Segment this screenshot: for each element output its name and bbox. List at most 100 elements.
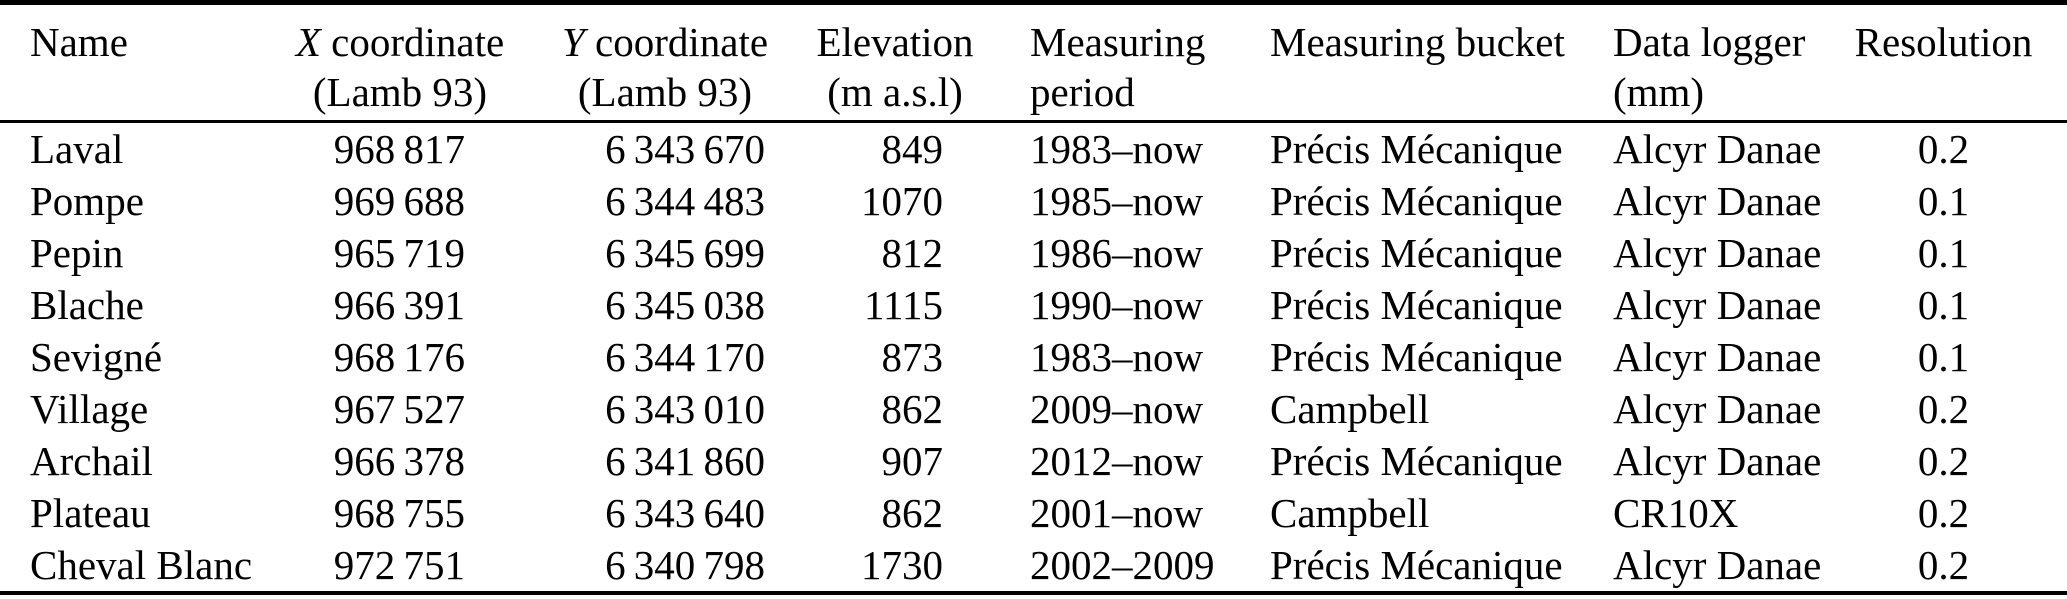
header-logger-label: Data logger — [1613, 19, 1806, 65]
cell-measuring-bucket: Précis Mécanique — [1270, 126, 1563, 172]
cell-name: Pompe — [30, 178, 144, 224]
column-header-y-coordinate: Y coordinate (Lamb 93) — [520, 2, 810, 123]
cell-x-coordinate: 966 391 — [333, 282, 465, 328]
table-row: Pompe 969 688 6 344 483 1070 1985–now Pr… — [0, 175, 2067, 227]
cell-resolution: 0.2 — [1917, 438, 1970, 484]
cell-y-coordinate: 6 343 670 — [605, 126, 765, 172]
column-header-data-logger: Data logger (mm) — [1590, 2, 1850, 123]
cell-measuring-period: 2009–now — [1030, 386, 1204, 432]
header-row: Name X coordinate (Lamb 93) Y coordinate… — [0, 2, 2067, 123]
column-header-measuring-bucket: Measuring bucket — [1245, 2, 1590, 123]
y-rest: coordinate — [584, 19, 769, 65]
cell-name: Blache — [30, 282, 144, 328]
cell-name: Village — [30, 386, 149, 432]
cell-name: Laval — [30, 126, 124, 172]
cell-x-coordinate: 968 176 — [333, 334, 465, 380]
cell-data-logger: Alcyr Danae — [1613, 178, 1822, 224]
header-elevation-unit: (m a.s.l) — [827, 69, 963, 115]
cell-measuring-bucket: Précis Mécanique — [1270, 178, 1563, 224]
cell-measuring-period: 1983–now — [1030, 126, 1204, 172]
cell-elevation: 812 — [881, 230, 944, 276]
cell-resolution: 0.1 — [1917, 178, 1970, 224]
cell-measuring-period: 1986–now — [1030, 230, 1204, 276]
cell-data-logger: Alcyr Danae — [1613, 334, 1822, 380]
cell-x-coordinate: 969 688 — [333, 178, 465, 224]
cell-name: Archail — [30, 438, 153, 484]
table-row: Pepin 965 719 6 345 699 812 1986–now Pré… — [0, 227, 2067, 279]
cell-data-logger: Alcyr Danae — [1613, 542, 1822, 588]
cell-measuring-period: 1990–now — [1030, 282, 1204, 328]
table-row: Cheval Blanc 972 751 6 340 798 1730 2002… — [0, 539, 2067, 593]
header-name-label: Name — [30, 19, 128, 65]
header-period-label1: Measuring — [1030, 19, 1206, 65]
cell-x-coordinate: 968 817 — [333, 126, 465, 172]
x-symbol: X — [295, 19, 321, 65]
cell-measuring-bucket: Précis Mécanique — [1270, 438, 1563, 484]
cell-y-coordinate: 6 340 798 — [605, 542, 765, 588]
cell-elevation: 1730 — [861, 542, 943, 588]
cell-data-logger: CR10X — [1613, 490, 1739, 536]
cell-measuring-period: 2002–2009 — [1030, 542, 1215, 588]
column-header-elevation: Elevation (m a.s.l) — [810, 2, 980, 123]
cell-measuring-period: 2001–now — [1030, 490, 1204, 536]
column-header-x-coordinate: X coordinate (Lamb 93) — [280, 2, 520, 123]
cell-measuring-bucket: Campbell — [1270, 386, 1430, 432]
cell-resolution: 0.2 — [1917, 126, 1970, 172]
cell-data-logger: Alcyr Danae — [1613, 282, 1822, 328]
cell-elevation: 862 — [881, 490, 944, 536]
cell-elevation: 1070 — [861, 178, 943, 224]
cell-y-coordinate: 6 343 010 — [605, 386, 765, 432]
table-row: Plateau 968 755 6 343 640 862 2001–now C… — [0, 487, 2067, 539]
table-row: Archail 966 378 6 341 860 907 2012–now P… — [0, 435, 2067, 487]
cell-y-coordinate: 6 343 640 — [605, 490, 765, 536]
cell-name: Pepin — [30, 230, 124, 276]
table-row: Village 967 527 6 343 010 862 2009–now C… — [0, 383, 2067, 435]
cell-elevation: 849 — [881, 126, 944, 172]
cell-y-coordinate: 6 341 860 — [605, 438, 765, 484]
cell-measuring-period: 1985–now — [1030, 178, 1204, 224]
cell-resolution: 0.2 — [1917, 386, 1970, 432]
header-y-label: Y coordinate — [520, 17, 810, 67]
table-row: Blache 966 391 6 345 038 1115 1990–now P… — [0, 279, 2067, 331]
cell-y-coordinate: 6 345 038 — [605, 282, 765, 328]
cell-resolution: 0.1 — [1917, 230, 1970, 276]
header-y-unit: (Lamb 93) — [577, 69, 753, 115]
cell-name: Cheval Blanc — [30, 542, 253, 588]
cell-resolution: 0.1 — [1917, 334, 1970, 380]
header-resolution-label: Resolution — [1854, 19, 2033, 65]
cell-measuring-bucket: Campbell — [1270, 490, 1430, 536]
cell-resolution: 0.2 — [1917, 490, 1970, 536]
cell-elevation: 1115 — [864, 282, 943, 328]
table-header: Name X coordinate (Lamb 93) Y coordinate… — [0, 2, 2067, 123]
table-row: Laval 968 817 6 343 670 849 1983–now Pré… — [0, 122, 2067, 176]
cell-name: Sevigné — [30, 334, 163, 380]
x-rest: coordinate — [320, 19, 505, 65]
table-body: Laval 968 817 6 343 670 849 1983–now Pré… — [0, 122, 2067, 594]
cell-x-coordinate: 966 378 — [333, 438, 465, 484]
cell-data-logger: Alcyr Danae — [1613, 230, 1822, 276]
cell-data-logger: Alcyr Danae — [1613, 438, 1822, 484]
header-x-unit: (Lamb 93) — [312, 69, 488, 115]
cell-measuring-bucket: Précis Mécanique — [1270, 542, 1563, 588]
column-header-measuring-period: Measuring period — [980, 2, 1245, 123]
y-symbol: Y — [561, 19, 585, 65]
cell-resolution: 0.2 — [1917, 542, 1970, 588]
cell-x-coordinate: 972 751 — [333, 542, 465, 588]
cell-data-logger: Alcyr Danae — [1613, 386, 1822, 432]
header-bucket-label: Measuring bucket — [1270, 19, 1565, 65]
cell-elevation: 907 — [881, 438, 944, 484]
cell-resolution: 0.1 — [1917, 282, 1970, 328]
cell-data-logger: Alcyr Danae — [1613, 126, 1822, 172]
cell-elevation: 862 — [881, 386, 944, 432]
cell-x-coordinate: 965 719 — [333, 230, 465, 276]
column-header-resolution: Resolution — [1850, 2, 2067, 123]
table-row: Sevigné 968 176 6 344 170 873 1983–now P… — [0, 331, 2067, 383]
cell-y-coordinate: 6 344 483 — [605, 178, 765, 224]
column-header-name: Name — [0, 2, 280, 123]
cell-x-coordinate: 967 527 — [333, 386, 465, 432]
header-logger-unit: (mm) — [1613, 69, 1705, 115]
cell-y-coordinate: 6 345 699 — [605, 230, 765, 276]
cell-measuring-bucket: Précis Mécanique — [1270, 334, 1563, 380]
cell-measuring-period: 2012–now — [1030, 438, 1204, 484]
